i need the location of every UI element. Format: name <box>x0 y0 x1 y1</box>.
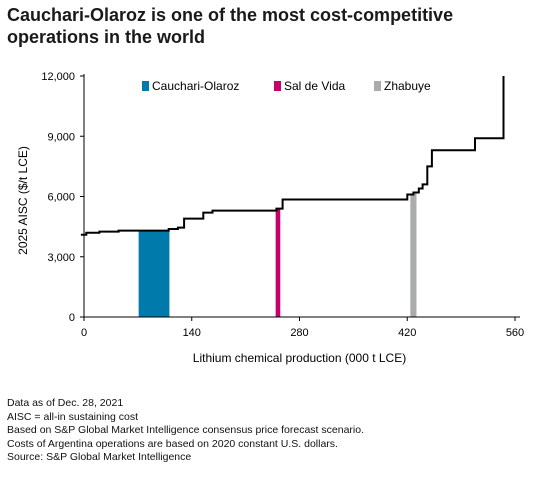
footnote-source: Source: S&P Global Market Intelligence <box>7 451 192 464</box>
footnote-date: Data as of Dec. 28, 2021 <box>7 397 124 409</box>
chart-title-line-2: operations in the world <box>7 27 206 47</box>
y-tick-label: 12,000 <box>41 71 75 83</box>
x-axis-title: Lithium chemical production (000 t LCE) <box>193 351 406 365</box>
legend-label-sal-de-vida: Sal de Vida <box>284 79 345 93</box>
footnote-aisc-definition: AISC = all-in sustaining cost <box>7 410 139 423</box>
legend-swatch-cauchari-olaroz <box>142 81 149 91</box>
x-tick-label: 560 <box>506 327 524 339</box>
chart-title-line-1: Cauchari-Olaroz is one of the most cost-… <box>7 5 454 25</box>
x-tick-label: 280 <box>290 327 308 339</box>
bar-sal-de-vida <box>275 208 281 317</box>
legend-swatch-sal-de-vida <box>274 81 281 91</box>
y-tick-label: 3,000 <box>47 252 75 264</box>
footnotes: Data as of Dec. 28, 2021 AISC = all-in s… <box>7 397 364 465</box>
x-tick-label: 0 <box>81 327 87 339</box>
cost-curve-line <box>80 76 505 236</box>
y-tick-label: 0 <box>69 312 75 324</box>
footnote-price-scenario: Based on S&P Global Market Intelligence … <box>7 424 364 437</box>
bar-cauchari-olaroz <box>138 230 170 317</box>
legend-swatch-zhabuye <box>374 81 381 91</box>
y-axis-title: 2025 AISC ($/t LCE) <box>16 146 30 255</box>
chart-title: Cauchari-Olaroz is one of the most cost-… <box>7 4 547 48</box>
x-tick-label: 140 <box>183 327 201 339</box>
legend-label-zhabuye: Zhabuye <box>384 79 431 93</box>
y-tick-label: 6,000 <box>47 192 75 204</box>
bar-zhabuye <box>410 193 417 317</box>
x-tick-label: 420 <box>398 327 416 339</box>
y-tick-label: 9,000 <box>47 131 75 143</box>
footnote-argentina-costs: Costs of Argentina operations are based … <box>7 437 338 450</box>
legend-label-cauchari-olaroz: Cauchari-Olaroz <box>152 79 239 93</box>
